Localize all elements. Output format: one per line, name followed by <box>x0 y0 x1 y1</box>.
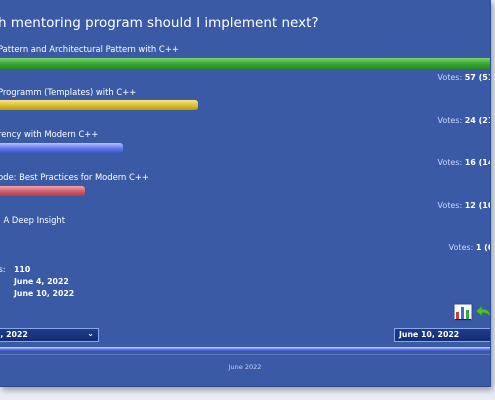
end-date-row: :June 10, 2022 <box>0 289 74 298</box>
votes-prefix: Votes: <box>437 73 463 82</box>
votes-prefix: Votes: <box>437 201 463 210</box>
total-votes-key: es: <box>0 265 6 274</box>
bar-chart-icon[interactable] <box>453 303 473 321</box>
poll-question-title: h mentoring program should I implement n… <box>0 15 319 31</box>
end-date-value: June 10, 2022 <box>14 289 75 298</box>
start-date-key: : <box>0 277 14 286</box>
votes-value: 12 (10.9 <box>464 201 490 210</box>
poll-option-label: ode: Best Practices for Modern C++ <box>0 172 149 182</box>
total-votes-row: es: 110 <box>0 265 30 274</box>
poll-option-votes: Votes: 12 (10.9 <box>437 201 490 210</box>
poll-option-votes: Votes: 1 (0.9 <box>448 243 490 252</box>
poll-option-votes: Votes: 24 (21.8 <box>437 116 490 125</box>
start-date-select-value: 4, 2022 <box>0 330 28 339</box>
votes-value: 16 (14.5 <box>464 158 490 167</box>
poll-option-bar <box>0 58 490 69</box>
timeline-track <box>0 354 490 355</box>
total-votes-value: 110 <box>14 265 31 274</box>
votes-prefix: Votes: <box>437 116 463 125</box>
poll-option-label: Programm (Templates) with C++ <box>0 87 137 97</box>
end-date-select[interactable]: June 10, 2022 <box>394 328 490 342</box>
start-date-value: June 4, 2022 <box>14 277 69 286</box>
poll-option-label: : A Deep Insight <box>0 215 65 225</box>
poll-option-votes: Votes: 57 (51.8 <box>437 73 490 82</box>
poll-option-bar <box>0 186 85 196</box>
poll-option-bar <box>0 100 198 110</box>
votes-value: 57 (51.8 <box>464 73 490 82</box>
votes-prefix: Votes: <box>437 158 463 167</box>
end-date-key: : <box>0 289 14 298</box>
chevron-down-icon: ⌄ <box>87 329 94 338</box>
undo-arrow-icon[interactable] <box>474 303 491 321</box>
start-date-row: :June 4, 2022 <box>0 277 69 286</box>
poll-option-label: Pattern and Architectural Pattern with C… <box>0 44 179 54</box>
timeline-range-slider[interactable] <box>0 347 490 352</box>
votes-value: 1 (0.9 <box>475 243 490 252</box>
timeline-month-label: June 2022 <box>228 363 262 371</box>
poll-option-bar <box>0 143 123 153</box>
votes-prefix: Votes: <box>448 243 474 252</box>
poll-results-panel: h mentoring program should I implement n… <box>0 0 491 387</box>
end-date-select-value: June 10, 2022 <box>399 330 460 339</box>
start-date-select[interactable]: 4, 2022 ⌄ <box>0 328 99 342</box>
poll-option-label: rency with Modern C++ <box>0 129 99 139</box>
poll-option-votes: Votes: 16 (14.5 <box>437 158 490 167</box>
votes-value: 24 (21.8 <box>464 116 490 125</box>
